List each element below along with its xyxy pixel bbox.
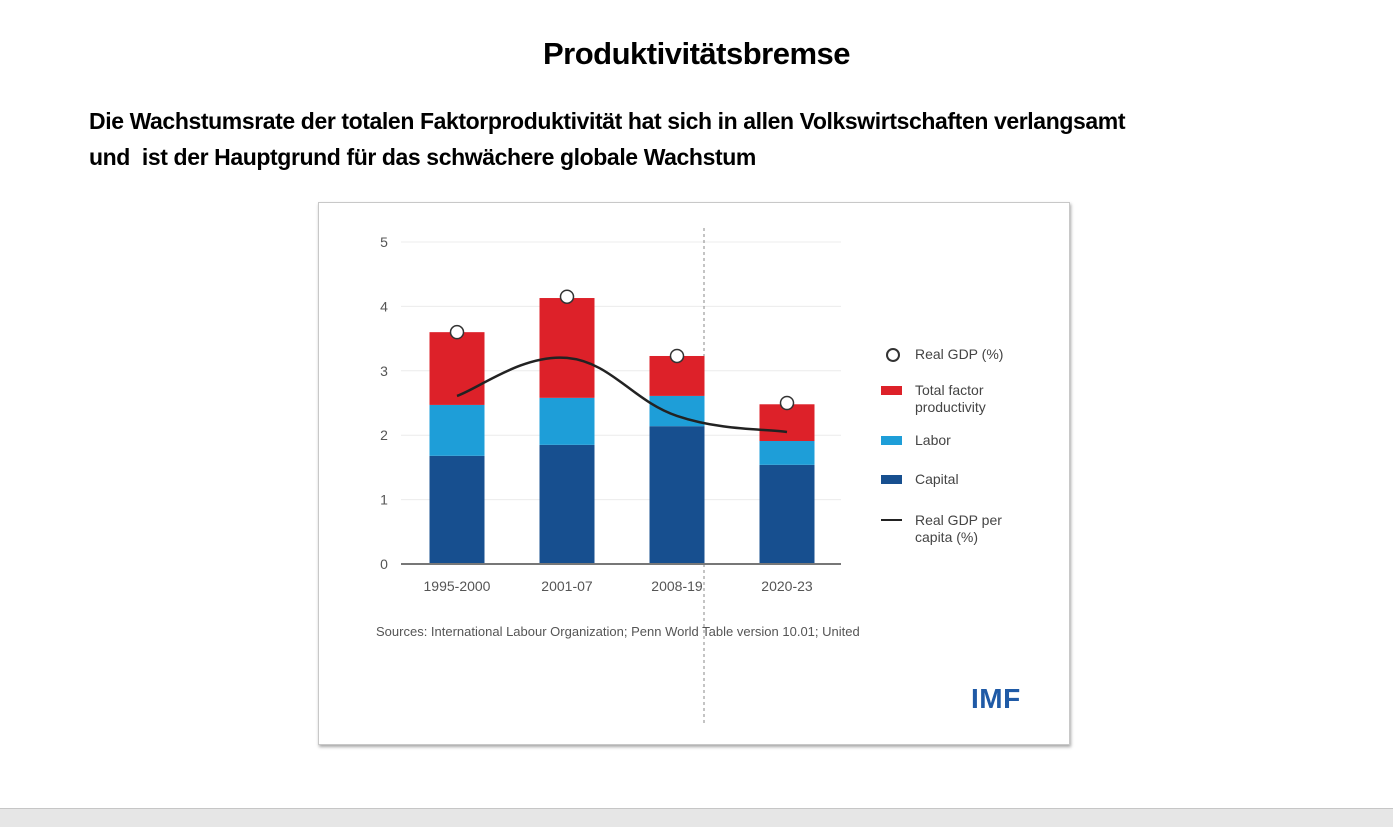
slide-title: Produktivitätsbremse: [543, 36, 851, 71]
x-tick-label: 2020-23: [761, 578, 813, 594]
legend-swatch-tfp: [881, 386, 902, 395]
real-gdp-marker: [669, 348, 685, 364]
legend-circle-icon: [886, 348, 900, 362]
legend-label: Real GDP per capita (%): [915, 512, 1002, 545]
legend-label: Real GDP (%): [915, 346, 1004, 362]
bar-capital: [649, 426, 705, 564]
bar-capital: [429, 455, 485, 564]
legend-line-icon: [881, 519, 902, 521]
y-tick-label: 0: [380, 556, 388, 572]
bar-labor: [759, 440, 815, 465]
bar-tfp: [759, 404, 815, 441]
real-gdp-marker: [779, 395, 795, 411]
slide-subtitle: Die Wachstumsrate der totalen Faktorprod…: [89, 108, 1126, 170]
bar-tfp: [429, 332, 485, 405]
legend-label: Labor: [915, 432, 951, 448]
y-tick-label: 3: [380, 363, 388, 379]
x-tick-label: 1995-2000: [424, 578, 491, 594]
bar-tfp: [539, 298, 595, 398]
imf-logo: IMF: [971, 683, 1021, 714]
legend-swatch-labor: [881, 436, 902, 445]
bottom-status-bar: [0, 808, 1393, 827]
y-tick-label: 4: [380, 298, 388, 314]
bar-labor: [429, 404, 485, 456]
y-tick-label: 1: [380, 492, 388, 508]
y-tick-label: 2: [380, 427, 388, 443]
real-gdp-marker: [449, 324, 465, 340]
y-tick-label: 5: [380, 234, 388, 250]
legend-label: Capital: [915, 471, 959, 487]
bar-labor: [539, 397, 595, 445]
bar-capital: [539, 444, 595, 564]
chart-card: 0 1 2 3 4 5 1995-2000 2001-07 2008-19 2020-23 Rea…: [318, 202, 1070, 745]
bar-capital: [759, 464, 815, 564]
gdp-per-capita-line: [456, 356, 788, 434]
x-tick-label: 2001-07: [541, 578, 593, 594]
legend-swatch-capital: [881, 475, 902, 484]
real-gdp-marker: [559, 289, 575, 304]
legend-label: Total factor productivity: [915, 382, 986, 415]
x-tick-label: 2008-19: [651, 578, 703, 594]
stacked-bar-chart: 0 1 2 3 4 5 1995-2000 2001-07 2008-19 2020-23: [380, 228, 841, 723]
chart-sources: Sources: International Labour Organizati…: [376, 624, 860, 639]
